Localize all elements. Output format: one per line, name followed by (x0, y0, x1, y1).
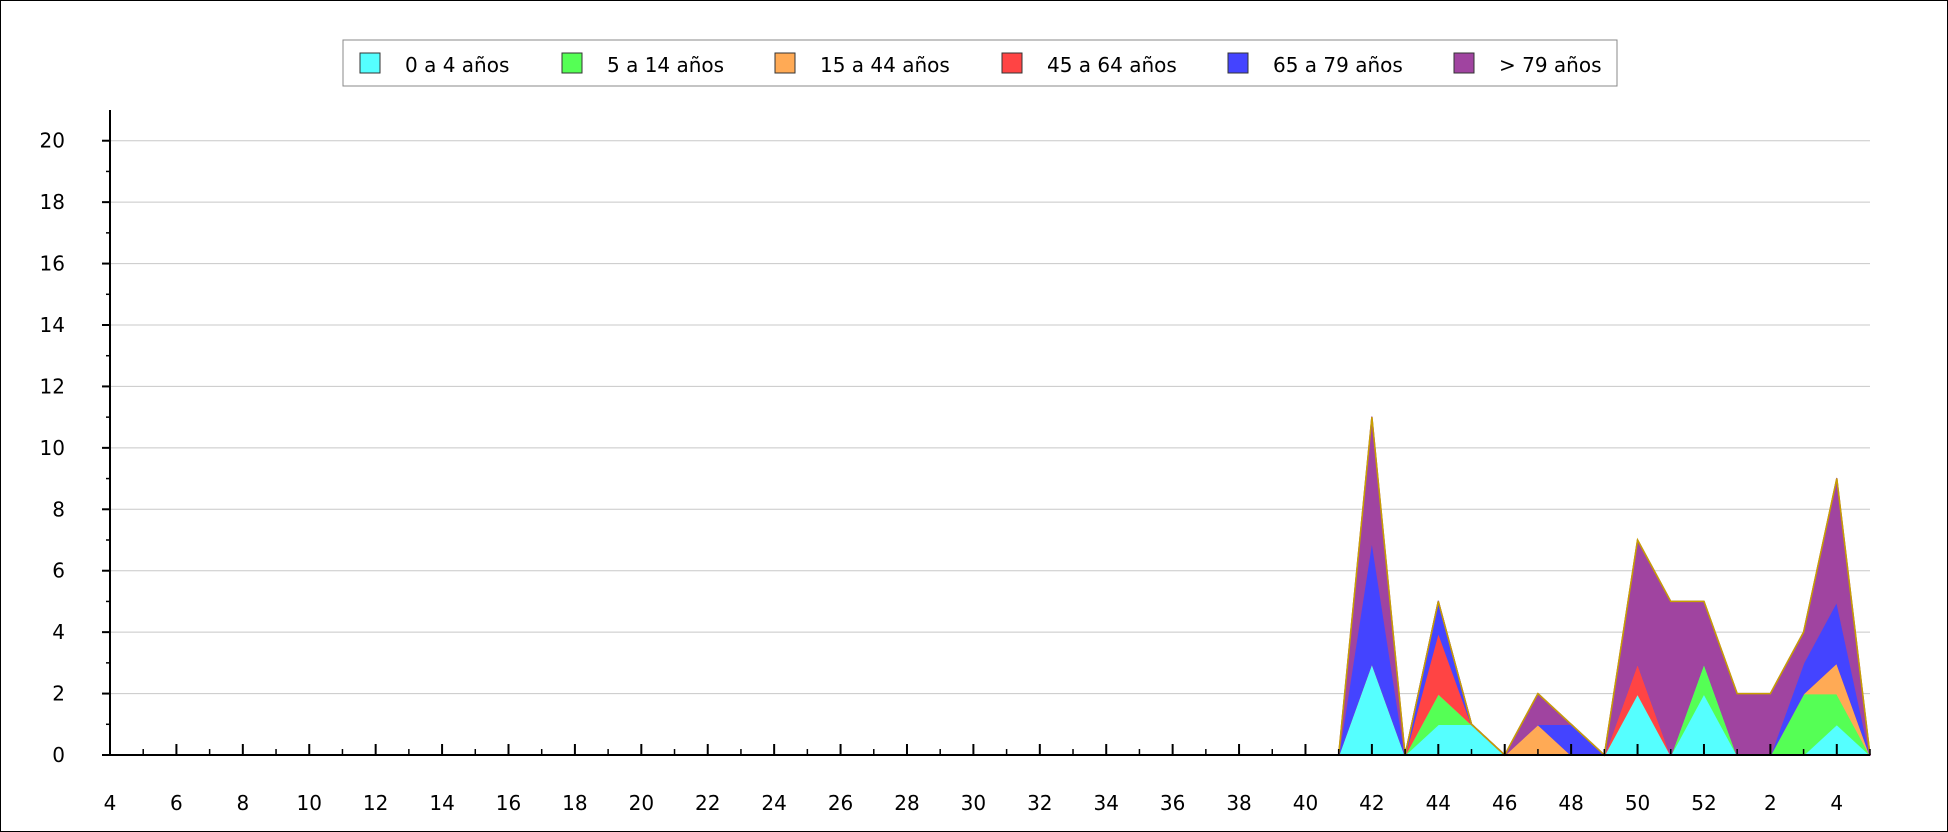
legend-swatch (1227, 52, 1249, 74)
y-tick-label: 2 (52, 682, 65, 706)
y-tick-label: 14 (40, 313, 65, 337)
legend-label: 65 a 79 años (1273, 53, 1403, 77)
legend-swatch (1001, 52, 1023, 74)
legend-label: 45 a 64 años (1047, 53, 1177, 77)
x-tick-label: 20 (629, 791, 654, 815)
x-tick-label: 22 (695, 791, 720, 815)
x-tick-label: 16 (496, 791, 521, 815)
x-tick-label: 4 (1830, 791, 1843, 815)
axes (109, 110, 1870, 756)
x-tick-label: 50 (1625, 791, 1650, 815)
x-tick-label: 24 (761, 791, 786, 815)
legend-label: 15 a 44 años (820, 53, 950, 77)
y-tick-label: 0 (52, 743, 65, 767)
x-tick-label: 48 (1558, 791, 1583, 815)
y-tick-label: 10 (40, 436, 65, 460)
grid-lines (110, 110, 1870, 755)
x-tick-label: 8 (236, 791, 249, 815)
x-tick-label: 42 (1359, 791, 1384, 815)
x-tick-label: 44 (1426, 791, 1451, 815)
legend-label: 0 a 4 años (405, 53, 509, 77)
y-axis-ticks: 0 2 4 6 8 10 12 14 16 18 20 (40, 129, 110, 767)
legend-swatch (774, 52, 796, 74)
y-tick-label: 12 (40, 374, 65, 398)
x-tick-label: 52 (1691, 791, 1716, 815)
x-tick-label: 18 (562, 791, 587, 815)
x-tick-label: 38 (1226, 791, 1251, 815)
plot-area (110, 110, 1870, 755)
legend-label: > 79 años (1499, 53, 1602, 77)
x-tick-label: 10 (297, 791, 322, 815)
y-tick-label: 18 (40, 190, 65, 214)
legend-swatch (359, 52, 381, 74)
x-tick-label: 46 (1492, 791, 1517, 815)
legend-swatch (561, 52, 583, 74)
x-tick-label: 2 (1764, 791, 1777, 815)
x-tick-label: 32 (1027, 791, 1052, 815)
y-tick-label: 6 (52, 559, 65, 583)
x-tick-label: 6 (170, 791, 183, 815)
x-axis-ticks: 4 6 8 10 12 14 16 18 20 22 24 26 28 30 32 34 36 38 40 42 44 4… (104, 744, 1871, 815)
y-tick-label: 8 (52, 497, 65, 521)
legend-swatch (1453, 52, 1475, 74)
x-tick-label: 28 (894, 791, 919, 815)
y-tick-label: 20 (40, 129, 65, 153)
legend-box (342, 39, 1618, 87)
y-tick-label: 16 (40, 252, 65, 276)
x-tick-label: 14 (429, 791, 454, 815)
x-tick-label: 36 (1160, 791, 1185, 815)
y-tick-label: 4 (52, 620, 65, 644)
legend: 0 a 4 años 5 a 14 años 15 a 44 años 45 a 64… (342, 39, 1618, 87)
x-tick-label: 34 (1093, 791, 1118, 815)
x-tick-label: 26 (828, 791, 853, 815)
legend-label: 5 a 14 años (607, 53, 724, 77)
x-tick-label: 4 (104, 791, 117, 815)
x-tick-label: 12 (363, 791, 388, 815)
x-tick-label: 40 (1293, 791, 1318, 815)
x-tick-label: 30 (961, 791, 986, 815)
